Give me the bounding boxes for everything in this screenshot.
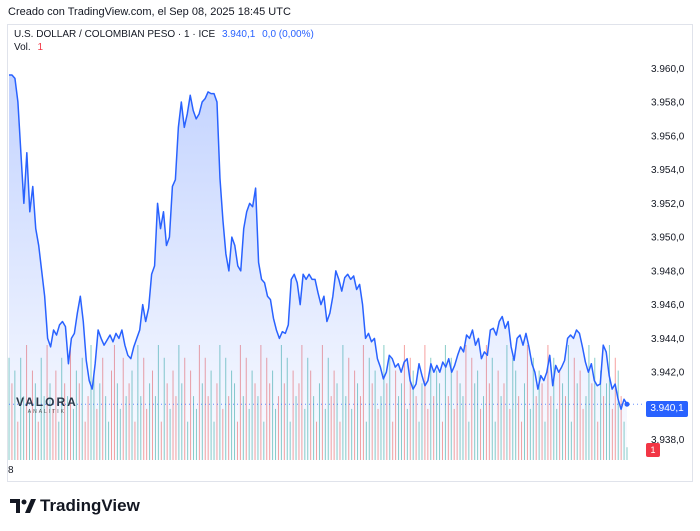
price-line	[8, 74, 628, 411]
symbol-legend: U.S. DOLLAR / COLOMBIAN PESO · 1 · ICE 3…	[14, 28, 314, 42]
volume-value: 1	[37, 42, 44, 53]
y-tick-label: 3.942,0	[651, 368, 685, 379]
tradingview-logo-icon	[10, 499, 36, 513]
last-price-marker	[624, 401, 630, 407]
y-tick-label: 3.948,0	[651, 266, 685, 277]
y-tick-label: 3.946,0	[651, 300, 685, 311]
y-tick-label: 3.952,0	[651, 199, 685, 210]
price-change: 0,0 (0,00%)	[262, 29, 314, 40]
y-tick-label: 3.958,0	[651, 98, 685, 109]
x-tick-label: 8	[8, 465, 14, 476]
y-tick-label: 3.960,0	[651, 64, 685, 75]
y-tick-label: 3.954,0	[651, 165, 685, 176]
last-price-tag: 3.940,1	[646, 401, 688, 417]
price-area-fill	[9, 75, 627, 461]
volume-label: Vol.	[14, 42, 31, 53]
y-tick-label: 3.956,0	[651, 131, 685, 142]
watermark-name: VALORA	[16, 395, 78, 409]
chart-frame	[7, 24, 693, 482]
symbol-name[interactable]: U.S. DOLLAR / COLOMBIAN PESO · 1 · ICE	[14, 29, 216, 40]
watermark-sub: ANALITIK	[27, 409, 66, 415]
y-tick-label: 3.950,0	[651, 233, 685, 244]
brand-name: TradingView	[40, 496, 140, 515]
tradingview-brand[interactable]: TradingView	[10, 496, 140, 516]
y-tick-label: 3.938,0	[651, 435, 685, 446]
last-price: 3.940,1	[221, 29, 256, 40]
chart-caption: Creado con TradingView.com, el Sep 08, 2…	[8, 6, 291, 18]
volume-tag: 1	[646, 443, 660, 457]
valora-watermark: VALORA ANALITIK	[16, 395, 78, 415]
volume-legend: Vol. 1	[14, 42, 43, 53]
y-tick-label: 3.944,0	[651, 334, 685, 345]
